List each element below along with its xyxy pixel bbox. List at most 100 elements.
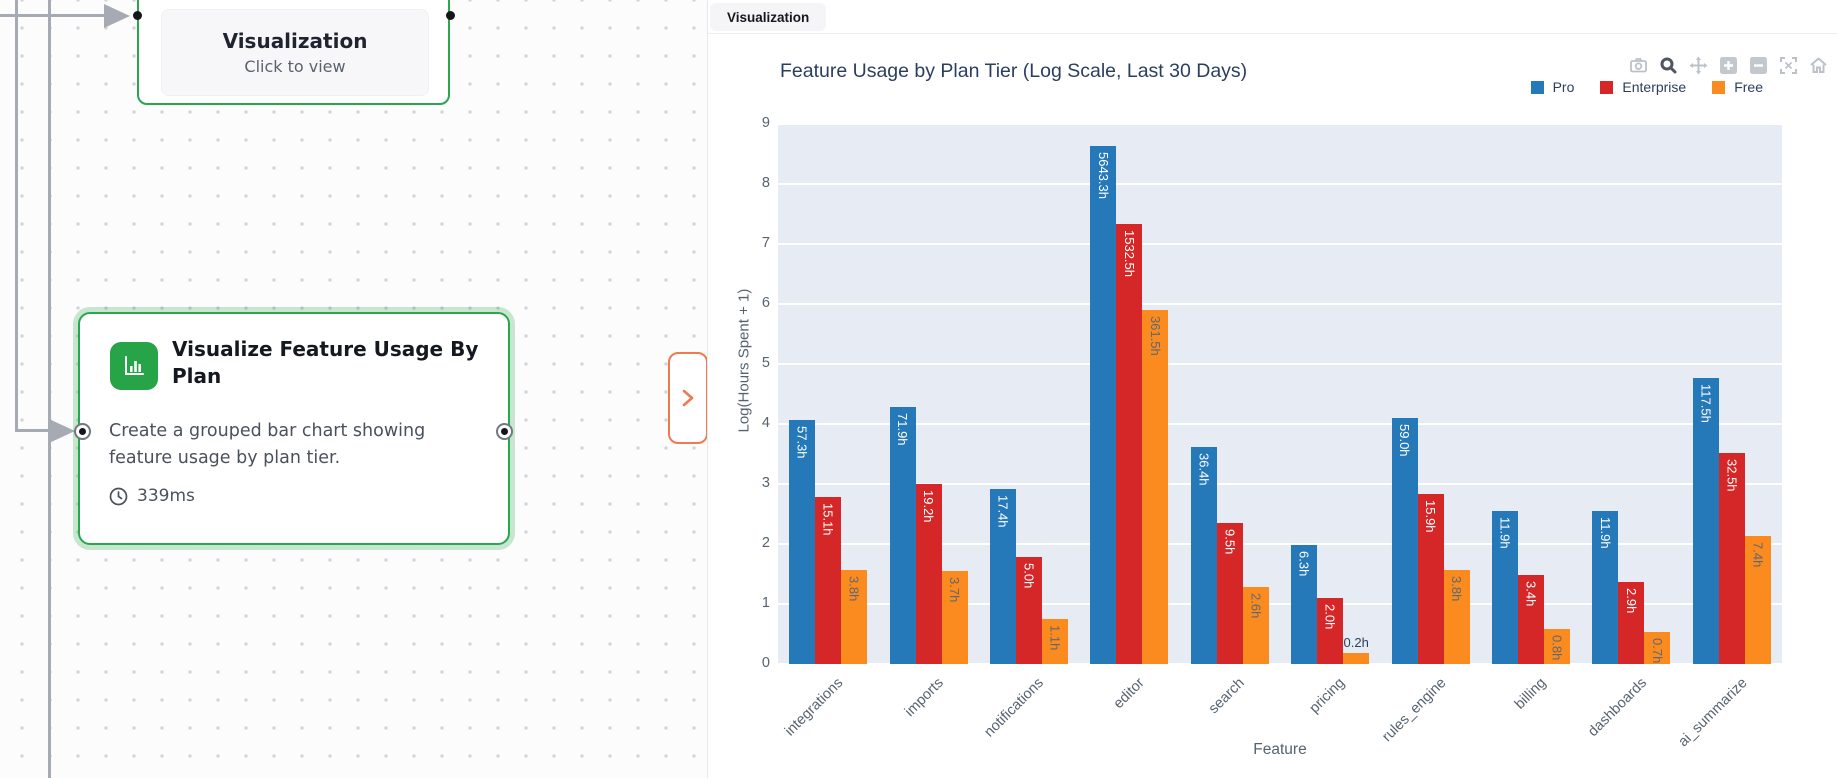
tab-visualization[interactable]: Visualization bbox=[710, 3, 827, 31]
connector-line bbox=[48, 0, 51, 778]
input-port[interactable] bbox=[74, 423, 91, 440]
bar-value-label: 9.5h bbox=[1222, 528, 1238, 555]
node-preview-title: Visualization bbox=[222, 29, 368, 53]
bar-value-label: 7.4h bbox=[1750, 542, 1766, 568]
node-visualize-feature-usage[interactable]: Visualize Feature Usage By Plan Create a… bbox=[78, 312, 510, 545]
bar-value-label: 3.8h bbox=[846, 575, 862, 602]
bar-value-label: 15.1h bbox=[820, 503, 836, 536]
bar-value-label: 6.3h bbox=[1296, 550, 1312, 577]
y-tick-label: 7 bbox=[761, 235, 770, 251]
bar-value-label: 361.5h bbox=[1147, 316, 1163, 357]
plot-toolbar bbox=[1629, 56, 1828, 75]
bar-enterprise-search[interactable]: 9.5h bbox=[1216, 522, 1243, 664]
bar-value-label: 2.6h bbox=[1248, 593, 1264, 619]
camera-icon[interactable] bbox=[1629, 56, 1648, 75]
node-duration: 339ms bbox=[137, 486, 195, 506]
y-tick-label: 0 bbox=[761, 655, 770, 671]
bar-free-ai_summarize[interactable]: 7.4h bbox=[1744, 536, 1771, 664]
bar-value-label: 117.5h bbox=[1698, 383, 1714, 423]
bar-value-label: 59.0h bbox=[1397, 424, 1413, 457]
bar-free-billing[interactable]: 0.8h bbox=[1543, 628, 1570, 664]
pan-icon[interactable] bbox=[1689, 56, 1708, 75]
bar-value-label: 5643.3h bbox=[1095, 151, 1111, 199]
bar-value-label: 32.5h bbox=[1724, 459, 1740, 492]
bar-pro-integrations[interactable]: 57.3h bbox=[789, 420, 816, 664]
gridline bbox=[778, 603, 1782, 605]
output-port[interactable] bbox=[446, 11, 455, 20]
connector-arrowhead-icon bbox=[49, 419, 75, 443]
bar-free-pricing[interactable]: 0.2h bbox=[1343, 635, 1370, 664]
bar-enterprise-editor[interactable]: 1532.5h bbox=[1116, 223, 1143, 664]
expand-panel-button[interactable] bbox=[668, 352, 708, 444]
node-visualization-preview[interactable]: Visualization Click to view bbox=[137, 0, 450, 105]
legend-item-enterprise[interactable]: Enterprise bbox=[1600, 79, 1686, 95]
bar-free-integrations[interactable]: 3.8h bbox=[841, 569, 868, 664]
legend-item-pro[interactable]: Pro bbox=[1530, 79, 1575, 95]
zoom-out-icon[interactable] bbox=[1749, 56, 1768, 75]
legend-label: Enterprise bbox=[1622, 79, 1687, 95]
bar-enterprise-dashboards[interactable]: 2.9h bbox=[1618, 582, 1645, 664]
input-port[interactable] bbox=[133, 11, 142, 20]
workflow-canvas[interactable]: Visualization Click to view Visualize Fe… bbox=[0, 0, 708, 778]
bar-enterprise-ai_summarize[interactable]: 32.5h bbox=[1718, 453, 1745, 664]
bar-value-label: 36.4h bbox=[1196, 452, 1212, 486]
node-preview-body[interactable]: Visualization Click to view bbox=[161, 9, 429, 96]
y-tick-label: 4 bbox=[761, 415, 770, 431]
bar-pro-ai_summarize[interactable]: 117.5h bbox=[1692, 377, 1719, 664]
chart-legend: Pro Enterprise Free bbox=[1530, 79, 1763, 95]
bar-value-label: 3.8h bbox=[1449, 575, 1465, 602]
bar-free-rules_engine[interactable]: 3.8h bbox=[1443, 569, 1470, 664]
bar-pro-billing[interactable]: 11.9h bbox=[1491, 510, 1518, 664]
chart-title: Feature Usage by Plan Tier (Log Scale, L… bbox=[780, 60, 1248, 82]
gridline bbox=[778, 243, 1782, 245]
gridline bbox=[778, 543, 1782, 545]
gridline bbox=[778, 363, 1782, 365]
bar-value-label: 5.0h bbox=[1021, 562, 1037, 588]
gridline bbox=[778, 423, 1782, 425]
bar-enterprise-notifications[interactable]: 5.0h bbox=[1015, 556, 1042, 664]
bar-enterprise-rules_engine[interactable]: 15.9h bbox=[1417, 494, 1444, 664]
bar-enterprise-integrations[interactable]: 15.1h bbox=[815, 497, 842, 664]
bar-free-notifications[interactable]: 1.1h bbox=[1041, 619, 1068, 664]
node-preview-subtitle: Click to view bbox=[244, 57, 346, 76]
y-tick-label: 8 bbox=[761, 175, 770, 191]
y-tick-label: 9 bbox=[761, 115, 770, 131]
reset-axes-home-icon[interactable] bbox=[1809, 56, 1828, 75]
bar-pro-dashboards[interactable]: 11.9h bbox=[1592, 510, 1619, 664]
legend-swatch bbox=[1530, 80, 1544, 94]
bar-pro-search[interactable]: 36.4h bbox=[1190, 446, 1217, 664]
bar-pro-imports[interactable]: 71.9h bbox=[889, 406, 916, 664]
zoom-icon[interactable] bbox=[1659, 56, 1678, 75]
panel-tab-bar: Visualization bbox=[708, 0, 1837, 34]
bar-value-label: 3.7h bbox=[947, 577, 963, 603]
connector-arrowhead-icon bbox=[104, 4, 130, 28]
legend-item-free[interactable]: Free bbox=[1712, 79, 1763, 95]
bar-free-dashboards[interactable]: 0.7h bbox=[1644, 632, 1671, 664]
bar-group-integrations: 57.3h 15.1h 3.8h bbox=[778, 124, 878, 664]
bar-group-notifications: 17.4h 5.0h 1.1h bbox=[979, 124, 1079, 664]
bar-value-label: 0.7h bbox=[1649, 638, 1665, 664]
bar-value-label: 57.3h bbox=[794, 426, 810, 459]
bar-value-label: 1532.5h bbox=[1121, 229, 1137, 277]
zoom-in-icon[interactable] bbox=[1719, 56, 1738, 75]
legend-label: Free bbox=[1734, 79, 1763, 95]
y-tick-label: 5 bbox=[761, 355, 770, 371]
legend-label: Pro bbox=[1552, 79, 1575, 95]
output-port[interactable] bbox=[496, 423, 513, 440]
gridline bbox=[778, 123, 1782, 125]
bar-pro-pricing[interactable]: 6.3h bbox=[1291, 544, 1318, 664]
legend-swatch bbox=[1712, 80, 1726, 94]
bar-free-search[interactable]: 2.6h bbox=[1242, 587, 1269, 664]
bar-pro-editor[interactable]: 5643.3h bbox=[1090, 145, 1117, 664]
bar-pro-rules_engine[interactable]: 59.0h bbox=[1391, 418, 1418, 664]
bar-enterprise-imports[interactable]: 19.2h bbox=[915, 483, 942, 664]
gridline bbox=[778, 663, 1782, 665]
bar-free-editor[interactable]: 361.5h bbox=[1142, 310, 1169, 664]
bar-free-imports[interactable]: 3.7h bbox=[941, 571, 968, 664]
bar-enterprise-pricing[interactable]: 2.0h bbox=[1317, 598, 1344, 664]
autoscale-icon[interactable] bbox=[1779, 56, 1798, 75]
y-tick-label: 1 bbox=[761, 595, 770, 611]
bar-pro-notifications[interactable]: 17.4h bbox=[989, 489, 1016, 664]
bar-enterprise-billing[interactable]: 3.4h bbox=[1517, 575, 1544, 664]
